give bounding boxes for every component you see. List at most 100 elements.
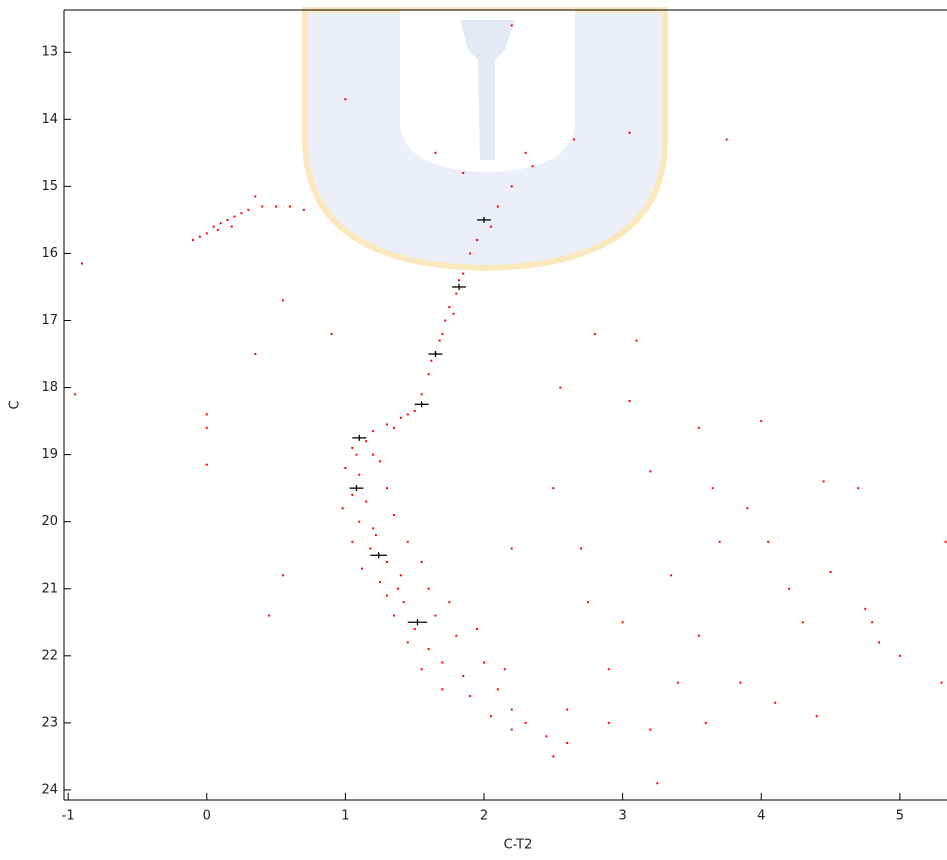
point xyxy=(718,540,721,543)
point xyxy=(801,621,804,624)
x-tick-label: 5 xyxy=(896,809,904,824)
y-tick-label: 23 xyxy=(41,715,58,730)
point xyxy=(420,668,423,671)
point xyxy=(344,98,347,101)
point xyxy=(458,279,461,282)
point xyxy=(438,339,441,342)
point xyxy=(448,306,451,309)
point xyxy=(351,493,354,496)
point xyxy=(774,701,777,704)
point xyxy=(365,440,368,443)
point xyxy=(191,239,194,242)
y-tick-label: 18 xyxy=(41,380,58,395)
point xyxy=(226,218,229,221)
point xyxy=(573,138,576,141)
logo-shield xyxy=(302,7,668,272)
point xyxy=(233,215,236,218)
point xyxy=(787,587,790,590)
point xyxy=(205,413,208,416)
point xyxy=(552,487,555,490)
point xyxy=(302,208,305,211)
point xyxy=(503,668,506,671)
y-tick-label: 19 xyxy=(41,447,58,462)
y-tick-label: 15 xyxy=(41,179,58,194)
point xyxy=(510,728,513,731)
point xyxy=(399,416,402,419)
point xyxy=(670,574,673,577)
point xyxy=(420,393,423,396)
point xyxy=(74,393,77,396)
x-tick-label: 1 xyxy=(341,809,349,824)
point xyxy=(282,574,285,577)
point xyxy=(392,614,395,617)
point xyxy=(441,332,444,335)
watermark-logo xyxy=(302,7,668,272)
point xyxy=(372,527,375,530)
point xyxy=(288,205,291,208)
point xyxy=(427,648,430,651)
point xyxy=(420,560,423,563)
point xyxy=(871,621,874,624)
point xyxy=(358,473,361,476)
point xyxy=(198,235,201,238)
point xyxy=(586,601,589,604)
x-tick-label: -1 xyxy=(62,809,75,824)
point xyxy=(767,540,770,543)
point xyxy=(469,252,472,255)
point xyxy=(254,195,257,198)
point xyxy=(822,480,825,483)
point xyxy=(406,540,409,543)
point xyxy=(566,708,569,711)
point xyxy=(829,570,832,573)
point xyxy=(81,262,84,265)
point xyxy=(628,399,631,402)
point xyxy=(559,386,562,389)
point xyxy=(580,547,583,550)
point xyxy=(344,467,347,470)
point xyxy=(216,228,219,231)
point xyxy=(593,332,596,335)
point xyxy=(704,721,707,724)
point xyxy=(365,500,368,503)
point xyxy=(815,715,818,718)
x-tick-label: 0 xyxy=(203,809,211,824)
point xyxy=(351,540,354,543)
point xyxy=(355,453,358,456)
point xyxy=(697,634,700,637)
point xyxy=(455,292,458,295)
point xyxy=(607,668,610,671)
point xyxy=(441,661,444,664)
point xyxy=(441,688,444,691)
point xyxy=(462,171,465,174)
point xyxy=(857,487,860,490)
point xyxy=(369,547,372,550)
y-tick-label: 13 xyxy=(41,45,58,60)
point xyxy=(361,567,364,570)
point xyxy=(434,614,437,617)
point xyxy=(628,131,631,134)
point xyxy=(372,430,375,433)
point xyxy=(212,225,215,228)
point xyxy=(240,212,243,215)
logo-inner xyxy=(400,10,575,172)
point xyxy=(379,460,382,463)
point xyxy=(656,782,659,785)
point xyxy=(898,654,901,657)
point xyxy=(878,641,881,644)
point xyxy=(566,741,569,744)
point xyxy=(402,601,405,604)
point xyxy=(372,453,375,456)
point xyxy=(385,594,388,597)
point xyxy=(434,151,437,154)
point xyxy=(476,239,479,242)
point xyxy=(406,413,409,416)
point xyxy=(219,222,222,225)
point xyxy=(399,574,402,577)
point xyxy=(341,507,344,510)
point xyxy=(462,674,465,677)
point xyxy=(725,138,728,141)
point xyxy=(205,426,208,429)
point xyxy=(649,728,652,731)
point xyxy=(524,151,527,154)
y-axis-label: C xyxy=(8,400,23,409)
